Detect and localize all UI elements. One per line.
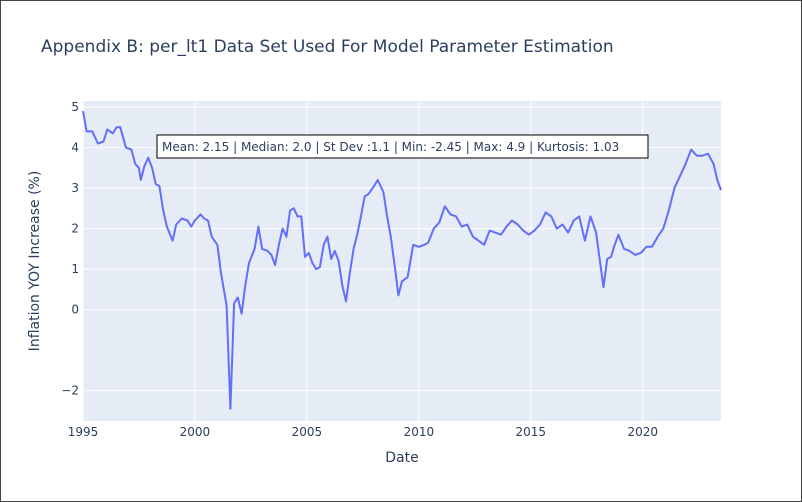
x-tick-label: 2000 [180, 425, 211, 439]
x-tick-label: 2015 [516, 425, 547, 439]
x-axis-ticks: 1995 2000 2005 2010 2015 2020 [68, 425, 658, 439]
series-line [82, 110, 722, 410]
x-axis-title: Date [385, 450, 418, 466]
stats-annotation: Mean: 2.15 | Median: 2.0 | St Dev :1.1 |… [156, 134, 649, 159]
y-tick-label: 5 [71, 100, 79, 114]
y-tick-label: 1 [71, 262, 79, 276]
y-tick-label: 0 [71, 303, 79, 317]
x-tick-label: 2020 [627, 425, 658, 439]
stats-annotation-text: Mean: 2.15 | Median: 2.0 | St Dev :1.1 |… [162, 140, 619, 154]
x-tick-label: 2010 [404, 425, 435, 439]
chart-title: Appendix B: per_lt1 Data Set Used For Mo… [41, 37, 614, 57]
y-tick-label: −2 [61, 384, 79, 398]
y-axis-title: Inflation YOY Increase (%) [27, 171, 43, 352]
x-tick-label: 1995 [68, 425, 99, 439]
y-tick-label: 4 [71, 141, 79, 155]
y-tick-label: 3 [71, 181, 79, 195]
stats-annotation-box [156, 134, 649, 159]
y-tick-label: 2 [71, 222, 79, 236]
y-axis-ticks: 5 4 3 2 1 0 −2 [61, 100, 79, 398]
x-tick-label: 2005 [292, 425, 323, 439]
